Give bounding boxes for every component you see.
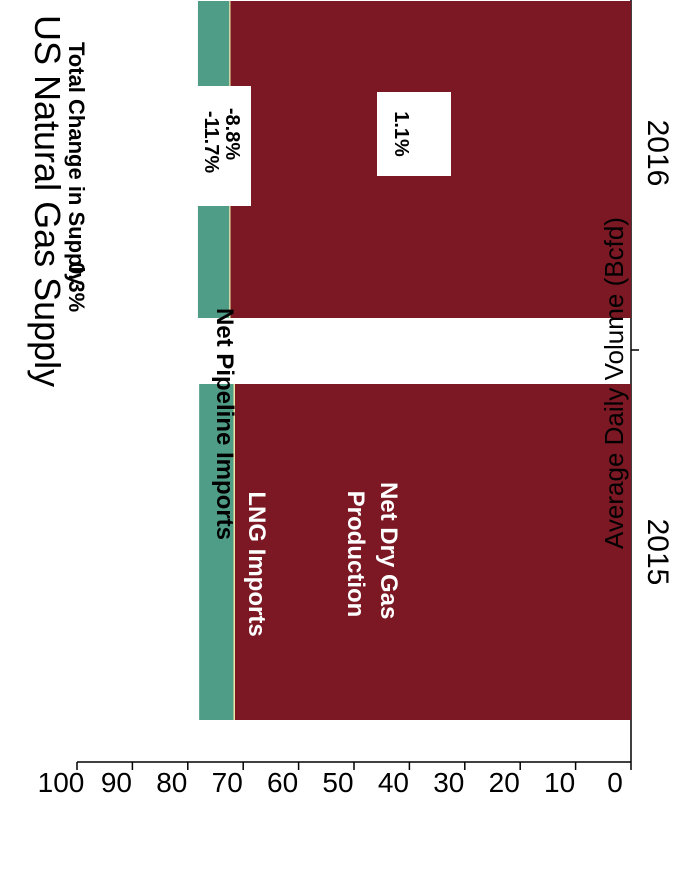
bars	[197, 1, 631, 720]
annotation-box-imports	[195, 86, 251, 206]
bar-2015-net-dry-gas-production	[234, 384, 631, 720]
annotation-lng-change: -11.7%	[200, 111, 222, 173]
value-ticks: 0 10 20 30 40 50 60 70 80 90 100	[38, 762, 632, 798]
tick-label-60: 60	[267, 767, 298, 798]
tick-label-70: 70	[212, 767, 243, 798]
segment-label-net-dry-gas-line1: Net Dry Gas	[375, 482, 402, 619]
annotation-box-production	[377, 92, 451, 176]
tick-label-30: 30	[433, 767, 464, 798]
tick-label-10: 10	[544, 767, 575, 798]
annotation-production-change: 1.1%	[390, 111, 412, 157]
category-label-2015: 2015	[641, 519, 674, 586]
chart-subtitle: Total Change in Supply	[64, 42, 89, 286]
category-label-2016: 2016	[641, 120, 674, 187]
value-axis-title: Average Daily Volume (Bcfd)	[599, 217, 629, 549]
bar-2015-lng-imports	[233, 384, 235, 720]
chart-title: US Natural Gas Supply	[27, 15, 68, 387]
chart-subtitle-value: 0.3%	[64, 262, 89, 312]
tick-label-40: 40	[378, 767, 409, 798]
tick-label-90: 90	[101, 767, 132, 798]
tick-label-0: 0	[607, 767, 623, 798]
segment-label-net-pipeline-imports: Net Pipeline Imports	[211, 308, 238, 540]
tick-label-20: 20	[489, 767, 520, 798]
tick-label-50: 50	[322, 767, 353, 798]
annotation-pipeline-change: -8.8%	[221, 108, 243, 160]
tick-label-100: 100	[38, 767, 85, 798]
bar-2015-net-pipeline-imports	[199, 384, 234, 720]
segment-label-lng-imports: LNG Imports	[243, 491, 270, 636]
segment-label-net-dry-gas: Net Dry Gas Production	[342, 482, 402, 626]
segment-label-net-dry-gas-line2: Production	[342, 491, 369, 618]
tick-label-80: 80	[156, 767, 187, 798]
